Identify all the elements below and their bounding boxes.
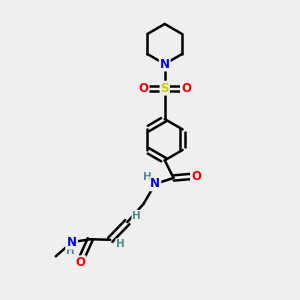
Text: N: N	[67, 236, 77, 249]
Text: H: H	[66, 246, 75, 256]
Text: O: O	[181, 82, 191, 95]
Text: H: H	[143, 172, 152, 182]
Text: H: H	[116, 239, 125, 249]
Text: H: H	[132, 211, 141, 221]
Text: N: N	[150, 177, 160, 190]
Text: O: O	[76, 256, 85, 269]
Text: S: S	[160, 82, 169, 95]
Text: O: O	[191, 170, 201, 183]
Text: N: N	[160, 58, 170, 70]
Text: O: O	[139, 82, 148, 95]
